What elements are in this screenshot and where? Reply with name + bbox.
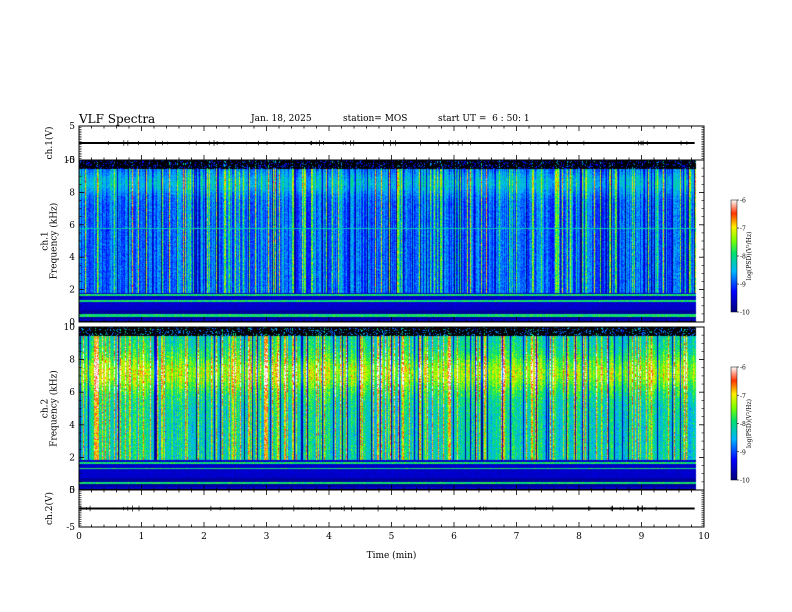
ch1-waveform-ytick-label: 5 (69, 122, 75, 132)
x-tick-label: 9 (639, 532, 645, 542)
x-tick-label: 7 (514, 532, 520, 542)
ch1-waveform-ytick-label: -5 (66, 156, 75, 166)
x-tick-label: 2 (201, 532, 207, 542)
ch1-spectrogram-ytick-label: 2 (69, 286, 75, 296)
ch1-spectrogram-image (79, 160, 704, 322)
ch2-spectrogram-colorbar-tick-label: -8 (740, 421, 746, 428)
ch2-spectrogram-colorbar-tick-label: -10 (740, 478, 750, 485)
ch1-spectrogram-colorbar (730, 199, 738, 313)
ch2-spectrogram-ytick-label: 10 (64, 323, 76, 333)
ch2-spectrogram-colorbar (730, 366, 738, 481)
ch2-spectrogram-ylabel: ch.2 (41, 399, 51, 418)
ch2-spectrogram-ylabel: Frequency (kHz) (49, 370, 60, 447)
ch1-spectrogram-ytick-label: 10 (64, 156, 76, 166)
ch1-waveform-ylabel: ch.1(V) (44, 127, 55, 160)
x-tick-label: 0 (76, 532, 82, 542)
x-tick-label: 1 (139, 532, 145, 542)
x-axis-label: Time (min) (367, 550, 417, 561)
ch2-waveform-ytick-label: 5 (69, 486, 75, 496)
station-label: station= MOS (343, 114, 408, 124)
ch1-spectrogram-colorbar-tick-label: -6 (740, 198, 746, 205)
ch1-spectrogram-ylabel: Frequency (kHz) (49, 203, 60, 280)
ch1-spectrogram-colorbar-tick-label: -10 (740, 310, 750, 317)
ch1-spectrogram-colorbar-label: log(PSD)(V²/Hz) (746, 232, 753, 281)
x-tick-label: 4 (326, 532, 332, 542)
ch2-waveform-ylabel: ch.2(V) (44, 492, 55, 525)
ch2-spectrogram-colorbar-label: log(PSD)(V²/Hz) (746, 399, 753, 448)
ch2-spectrogram-colorbar-tick-label: -6 (740, 365, 746, 372)
ch1-spectrogram-ylabel: ch.1 (41, 231, 51, 250)
ch1-spectrogram-colorbar-tick-label: -8 (740, 254, 746, 261)
ch2-waveform-ytick-label: -5 (66, 523, 75, 533)
ch2-spectrogram-ytick-label: 8 (69, 356, 75, 366)
x-tick-label: 3 (264, 532, 270, 542)
ch1-spectrogram-ytick-label: 8 (69, 188, 75, 198)
start-time-label: start UT = 6 : 50: 1 (438, 114, 530, 124)
ch2-spectrogram-ytick-label: 6 (69, 388, 75, 398)
ch1-spectrogram-colorbar-tick-label: -7 (740, 226, 746, 233)
x-tick-label: 8 (576, 532, 582, 542)
figure-title: VLF Spectra (79, 112, 156, 126)
ch2-spectrogram-image (79, 327, 704, 490)
x-tick-label: 10 (698, 532, 710, 542)
ch1-spectrogram-colorbar-tick-label: -9 (740, 282, 746, 289)
ch1-spectrogram-ytick-label: 0 (69, 318, 75, 328)
ch2-spectrogram-ytick-label: 2 (69, 453, 75, 463)
ch2-spectrogram-ytick-label: 0 (69, 486, 75, 496)
ch1-spectrogram-ytick-label: 4 (69, 253, 75, 263)
x-tick-label: 6 (451, 532, 457, 542)
observation-date: Jan. 18, 2025 (251, 114, 312, 124)
ch2-spectrogram-colorbar-tick-label: -7 (740, 393, 746, 400)
x-tick-label: 5 (389, 532, 395, 542)
ch1-spectrogram-ytick-label: 6 (69, 221, 75, 231)
ch2-spectrogram-colorbar-tick-label: -9 (740, 449, 746, 456)
ch2-spectrogram-ytick-label: 4 (69, 421, 75, 431)
